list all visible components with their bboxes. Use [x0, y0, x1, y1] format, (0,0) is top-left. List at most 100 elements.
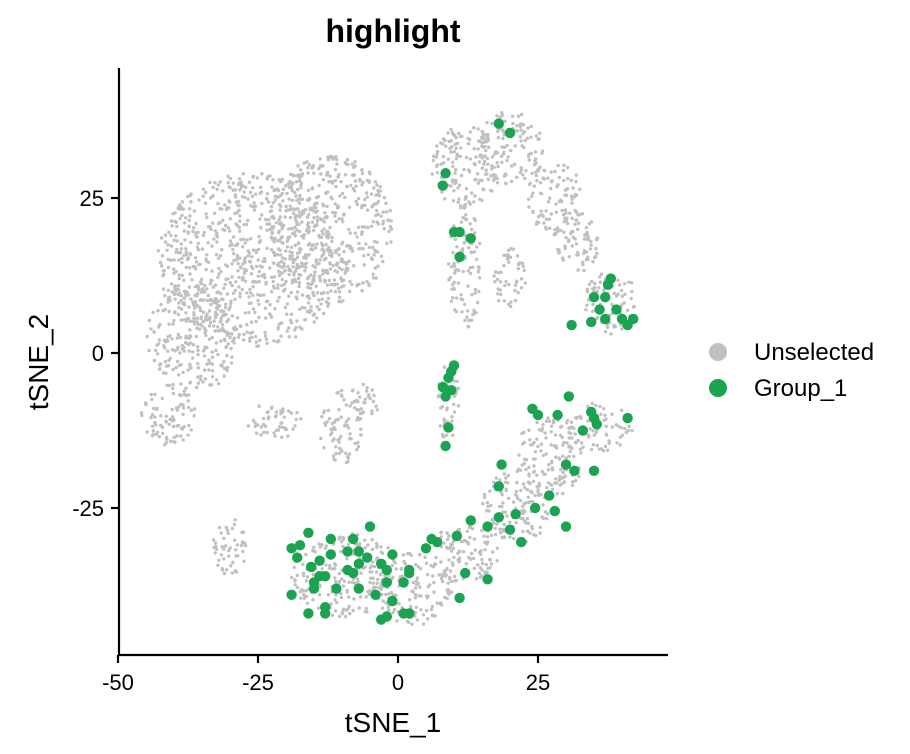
unselected-point: [315, 316, 319, 320]
unselected-point: [159, 302, 163, 307]
unselected-point: [174, 269, 178, 274]
unselected-point: [439, 162, 443, 166]
unselected-point: [307, 229, 312, 233]
unselected-point: [208, 320, 213, 325]
unselected-point: [216, 352, 220, 357]
unselected-point: [171, 322, 175, 326]
unselected-point: [228, 176, 233, 181]
unselected-point: [198, 327, 202, 331]
unselected-point: [466, 325, 471, 329]
unselected-point: [330, 421, 335, 426]
unselected-point: [341, 544, 345, 549]
unselected-point: [177, 306, 181, 310]
unselected-point: [453, 579, 457, 583]
unselected-point: [222, 536, 226, 540]
unselected-point: [287, 227, 291, 231]
unselected-point: [192, 407, 197, 411]
unselected-point: [161, 431, 165, 435]
unselected-point: [237, 225, 241, 230]
unselected-point: [254, 340, 259, 344]
unselected-point: [251, 418, 256, 423]
unselected-point: [203, 377, 208, 381]
unselected-point: [175, 239, 179, 243]
unselected-point: [418, 585, 422, 589]
unselected-point: [546, 512, 550, 516]
unselected-point: [231, 247, 235, 252]
unselected-point: [498, 527, 502, 531]
unselected-point: [356, 440, 360, 445]
unselected-point: [468, 271, 473, 276]
unselected-point: [368, 396, 372, 401]
unselected-point: [478, 154, 482, 158]
unselected-point: [170, 419, 175, 423]
unselected-point: [571, 229, 575, 234]
unselected-point: [174, 366, 178, 370]
unselected-point: [521, 132, 525, 136]
unselected-point: [217, 266, 221, 271]
unselected-point: [237, 275, 241, 280]
unselected-point: [482, 135, 486, 140]
unselected-point: [341, 584, 346, 588]
unselected-point: [283, 215, 287, 219]
unselected-point: [376, 222, 381, 226]
unselected-point: [570, 197, 574, 201]
unselected-point: [199, 315, 204, 319]
unselected-point: [363, 203, 367, 208]
unselected-point: [242, 190, 246, 194]
unselected-point: [225, 206, 229, 210]
unselected-point: [273, 198, 277, 202]
unselected-point: [371, 276, 376, 280]
unselected-point: [359, 205, 364, 210]
unselected-point: [326, 296, 331, 301]
unselected-point: [480, 557, 484, 562]
unselected-point: [335, 270, 340, 274]
unselected-point: [569, 420, 574, 424]
unselected-point: [325, 283, 330, 287]
unselected-point: [192, 414, 196, 418]
unselected-point: [220, 248, 224, 252]
unselected-point: [457, 131, 461, 136]
unselected-point: [224, 345, 228, 350]
unselected-point: [186, 399, 190, 403]
unselected-point: [256, 344, 261, 348]
unselected-point: [431, 574, 435, 578]
unselected-point: [231, 560, 235, 565]
unselected-point: [492, 274, 496, 278]
unselected-point: [311, 573, 315, 577]
unselected-point: [305, 601, 310, 605]
unselected-point: [192, 226, 196, 230]
unselected-point: [279, 236, 283, 240]
unselected-point: [575, 253, 579, 257]
unselected-point: [295, 222, 299, 226]
unselected-point: [265, 222, 269, 226]
unselected-point: [268, 209, 272, 214]
group-1-point: [552, 409, 563, 421]
group-1-point: [611, 304, 622, 315]
unselected-point: [231, 235, 236, 239]
unselected-point: [328, 154, 333, 158]
unselected-point: [297, 272, 301, 277]
unselected-point: [583, 233, 587, 237]
unselected-point: [161, 371, 166, 375]
unselected-point: [360, 289, 364, 293]
unselected-point: [495, 161, 499, 165]
unselected-point: [553, 228, 557, 232]
unselected-point: [340, 242, 344, 246]
unselected-point: [294, 194, 298, 198]
unselected-point: [194, 231, 198, 235]
unselected-point: [326, 291, 330, 295]
unselected-point: [139, 411, 144, 415]
unselected-point: [435, 152, 439, 156]
unselected-point: [557, 248, 561, 252]
group-1-point: [443, 422, 454, 433]
unselected-point: [498, 288, 502, 292]
unselected-point: [288, 267, 292, 272]
unselected-point: [339, 549, 343, 554]
unselected-point: [321, 202, 325, 206]
unselected-point: [182, 278, 186, 282]
unselected-point: [239, 543, 244, 548]
unselected-point: [544, 419, 548, 423]
unselected-point: [584, 308, 588, 312]
unselected-point: [278, 208, 282, 212]
unselected-point: [151, 406, 156, 411]
